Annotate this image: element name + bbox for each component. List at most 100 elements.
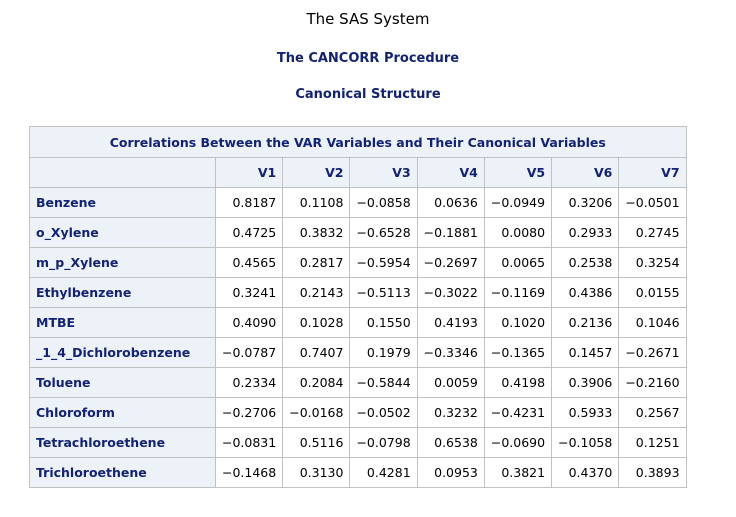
correlation-cell: −0.5113 [349,277,418,308]
correlation-cell: −0.0831 [214,427,284,458]
correlation-cell: 0.4198 [483,367,553,398]
table-row: Benzene 0.8187 0.1108 −0.0858 0.0636 −0.0949 0… [29,187,687,218]
procedure-title: The CANCORR Procedure [276,51,460,66]
column-header-v1: V1 [214,157,284,188]
correlation-cell: −0.2697 [416,247,485,278]
correlation-cell: 0.3832 [282,217,351,248]
correlation-cell: 0.5933 [551,397,620,428]
correlation-cell: −0.1365 [483,337,553,368]
correlation-cell: −0.0501 [618,187,687,218]
table-row: Trichloroethene −0.1468 0.3130 0.4281 0.0953… [29,457,687,488]
correlation-cell: 0.8187 [214,187,284,218]
correlation-cell: 0.4386 [551,277,620,308]
correlation-cell: 0.2817 [282,247,351,278]
row-label: o_Xylene [29,217,216,248]
correlation-cell: 0.4370 [551,457,620,488]
row-label: _1_4_Dichlorobenzene [29,337,216,368]
correlation-cell: 0.1550 [349,307,418,338]
correlation-cell: 0.7407 [282,337,351,368]
correlation-cell: −0.0168 [282,397,351,428]
correlation-cell: −0.0502 [349,397,418,428]
correlation-cell: 0.4725 [214,217,284,248]
corner-cell [29,157,216,188]
column-header-row: V1 V2 V3 V4 V5 V6 V7 [29,157,687,188]
correlation-cell: 0.2538 [551,247,620,278]
row-label: m_p_Xylene [29,247,216,278]
column-header-v3: V3 [349,157,418,188]
correlation-cell: 0.0636 [416,187,485,218]
correlation-cell: −0.2671 [618,337,687,368]
canonical-structure-table: Correlations Between the VAR Variables a… [29,126,687,488]
correlation-cell: 0.4193 [416,307,485,338]
correlation-cell: −0.0949 [483,187,553,218]
correlation-cell: 0.2136 [551,307,620,338]
correlation-cell: −0.1169 [483,277,553,308]
row-label: Toluene [29,367,216,398]
row-label: Trichloroethene [29,457,216,488]
correlation-cell: −0.5844 [349,367,418,398]
correlation-cell: 0.2933 [551,217,620,248]
row-label: Benzene [29,187,216,218]
column-header-v2: V2 [282,157,351,188]
correlation-cell: 0.2084 [282,367,351,398]
correlation-cell: 0.0059 [416,367,485,398]
correlation-cell: −0.1058 [551,427,620,458]
correlation-cell: 0.3893 [618,457,687,488]
table-row: _1_4_Dichlorobenzene −0.0787 0.7407 0.1979−… [29,337,687,368]
correlation-cell: −0.0690 [483,427,553,458]
correlation-cell: −0.0858 [349,187,418,218]
table-row: Ethylbenzene 0.3241 0.2143 −0.5113 −0.3022 −0… [29,277,687,308]
correlation-cell: 0.4281 [349,457,418,488]
correlation-cell: −0.6528 [349,217,418,248]
table-row: Toluene 0.2334 0.2084 −0.5844 0.0059 0.4198 0.… [29,367,687,398]
correlation-cell: 0.3232 [416,397,485,428]
correlation-cell: 0.0953 [416,457,485,488]
correlation-cell: 0.1979 [349,337,418,368]
correlation-cell: 0.1251 [618,427,687,458]
correlation-cell: −0.5954 [349,247,418,278]
correlation-cell: 0.3254 [618,247,687,278]
correlation-cell: 0.2334 [214,367,284,398]
correlation-cell: 0.1020 [483,307,553,338]
table-row: Tetrachloroethene −0.0831 0.5116 −0.0798 0.6… [29,427,687,458]
table-row: m_p_Xylene 0.4565 0.2817 −0.5954 −0.2697 0.00… [29,247,687,278]
correlation-cell: 0.1028 [282,307,351,338]
system-title: The SAS System [306,10,430,28]
table-row: MTBE 0.4090 0.1028 0.1550 0.4193 0.1020 0.2136… [29,307,687,338]
row-label: Tetrachloroethene [29,427,216,458]
correlation-cell: 0.3821 [483,457,553,488]
row-label: Chloroform [29,397,216,428]
correlation-cell: 0.1046 [618,307,687,338]
correlation-cell: −0.1468 [214,457,284,488]
correlation-cell: −0.4231 [483,397,553,428]
correlation-cell: −0.2160 [618,367,687,398]
correlation-cell: 0.1108 [282,187,351,218]
row-label: Ethylbenzene [29,277,216,308]
correlation-cell: 0.5116 [282,427,351,458]
correlation-cell: 0.6538 [416,427,485,458]
table-body: Benzene 0.8187 0.1108 −0.0858 0.0636 −0.0949 0… [29,187,687,488]
row-label: MTBE [29,307,216,338]
correlation-cell: 0.2745 [618,217,687,248]
correlation-cell: −0.1881 [416,217,485,248]
correlation-cell: 0.1457 [551,337,620,368]
column-header-v5: V5 [483,157,553,188]
correlation-cell: 0.3130 [282,457,351,488]
correlation-cell: −0.3346 [416,337,485,368]
table-row: o_Xylene 0.4725 0.3832 −0.6528 −0.1881 0.0080… [29,217,687,248]
column-header-v4: V4 [416,157,485,188]
column-header-v6: V6 [551,157,620,188]
correlation-cell: 0.4090 [214,307,284,338]
correlation-cell: 0.0065 [483,247,553,278]
correlation-cell: −0.0798 [349,427,418,458]
correlation-cell: 0.2567 [618,397,687,428]
correlation-cell: 0.3241 [214,277,284,308]
correlation-cell: −0.0787 [214,337,284,368]
table-row: Chloroform −0.2706 −0.0168 −0.0502 0.3232 −0.… [29,397,687,428]
correlation-cell: 0.3206 [551,187,620,218]
correlation-cell: 0.0155 [618,277,687,308]
correlation-cell: 0.0080 [483,217,553,248]
section-title: Canonical Structure [295,87,441,102]
correlation-cell: 0.4565 [214,247,284,278]
column-header-v7: V7 [618,157,687,188]
